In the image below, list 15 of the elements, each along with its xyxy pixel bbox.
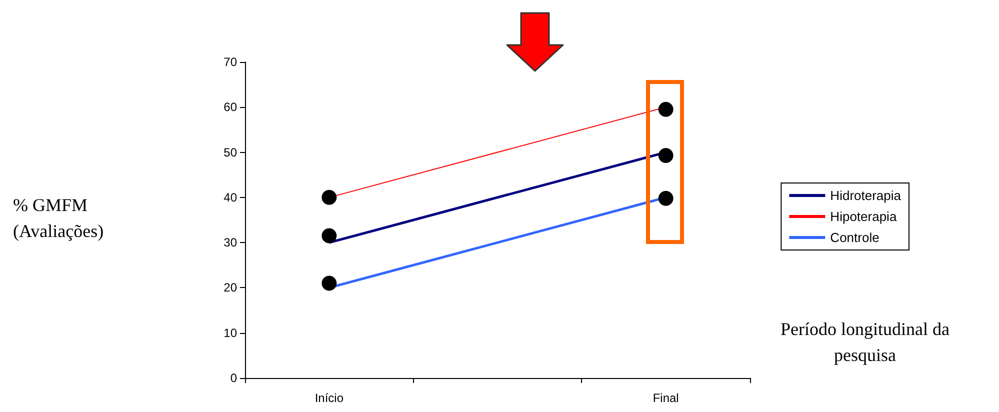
text: % GMFM (Avaliações): [13, 194, 105, 243]
legend-label: Controle: [830, 230, 880, 245]
y-tick-label: 70: [224, 55, 238, 69]
y-tick-label: 10: [224, 326, 238, 340]
y-tick-label: 60: [224, 100, 238, 114]
y-tick-label: 20: [224, 280, 238, 295]
y-tick-label: 50: [224, 145, 238, 160]
legend-label: Hipoterapia: [830, 209, 898, 224]
y-tick-label: 0: [230, 371, 238, 385]
y-tick-label: 40: [224, 190, 238, 204]
x-tick-label: Final: [652, 391, 679, 405]
legend-label: Hidroterapia: [830, 188, 902, 203]
x-axis-title: Período longitudinal da pesquisa: [780, 318, 950, 367]
x-tick-label: Início: [314, 391, 344, 405]
y-tick-label: 30: [224, 236, 238, 250]
